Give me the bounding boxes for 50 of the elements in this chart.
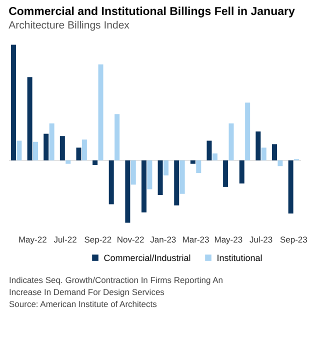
bar <box>33 142 38 160</box>
x-tick-label: Sep-22 <box>84 234 112 244</box>
bar <box>223 160 228 187</box>
bar <box>60 136 65 160</box>
bar <box>147 160 152 190</box>
x-tick-label: Jul-22 <box>54 234 78 244</box>
bar <box>44 134 49 160</box>
x-tick-label: May-22 <box>18 234 48 244</box>
source-note: Source: American Institute of Architects <box>9 299 157 309</box>
bar <box>190 160 196 164</box>
bar <box>66 160 71 164</box>
legend-label: Commercial/Industrial <box>104 252 191 263</box>
x-tick-label: Jan-23 <box>150 234 176 244</box>
bar <box>228 123 234 160</box>
bar <box>164 160 169 176</box>
bar <box>158 160 163 196</box>
bar <box>92 160 98 165</box>
text: Indicates Seq. Growth/Contraction In Firms Reporting An Increase In Demand For Design Services <box>9 275 224 297</box>
x-tick-label: May-23 <box>214 234 243 244</box>
bar <box>108 160 114 204</box>
x-tick-label: Jul-23 <box>249 234 273 244</box>
bar <box>196 160 202 174</box>
bar <box>288 160 294 214</box>
legend-label: Institutional <box>216 252 262 263</box>
bar <box>10 44 16 160</box>
bar <box>245 102 250 160</box>
bar <box>82 140 87 160</box>
bar <box>76 148 82 160</box>
bar <box>256 131 261 160</box>
bar <box>174 160 180 206</box>
bar <box>16 140 22 160</box>
x-tick-label: Nov-22 <box>116 234 144 244</box>
bar <box>212 153 218 160</box>
bar <box>141 160 146 212</box>
chart-subtitle: Architecture Billings Index <box>8 20 130 32</box>
bar <box>98 64 104 160</box>
bar <box>180 160 185 194</box>
bar <box>125 160 130 223</box>
bar <box>239 160 244 184</box>
bar <box>278 160 283 166</box>
bar <box>272 144 277 160</box>
bar <box>261 148 266 160</box>
bar <box>206 140 212 160</box>
bar <box>114 114 120 160</box>
x-tick-label: Sep-23 <box>280 234 308 244</box>
bar <box>49 123 54 160</box>
x-tick-label: Mar-23 <box>182 234 210 244</box>
bar <box>27 77 32 160</box>
bar <box>130 160 136 185</box>
chart-title: Commercial and Institutional Billings Fell in January <box>8 6 296 18</box>
